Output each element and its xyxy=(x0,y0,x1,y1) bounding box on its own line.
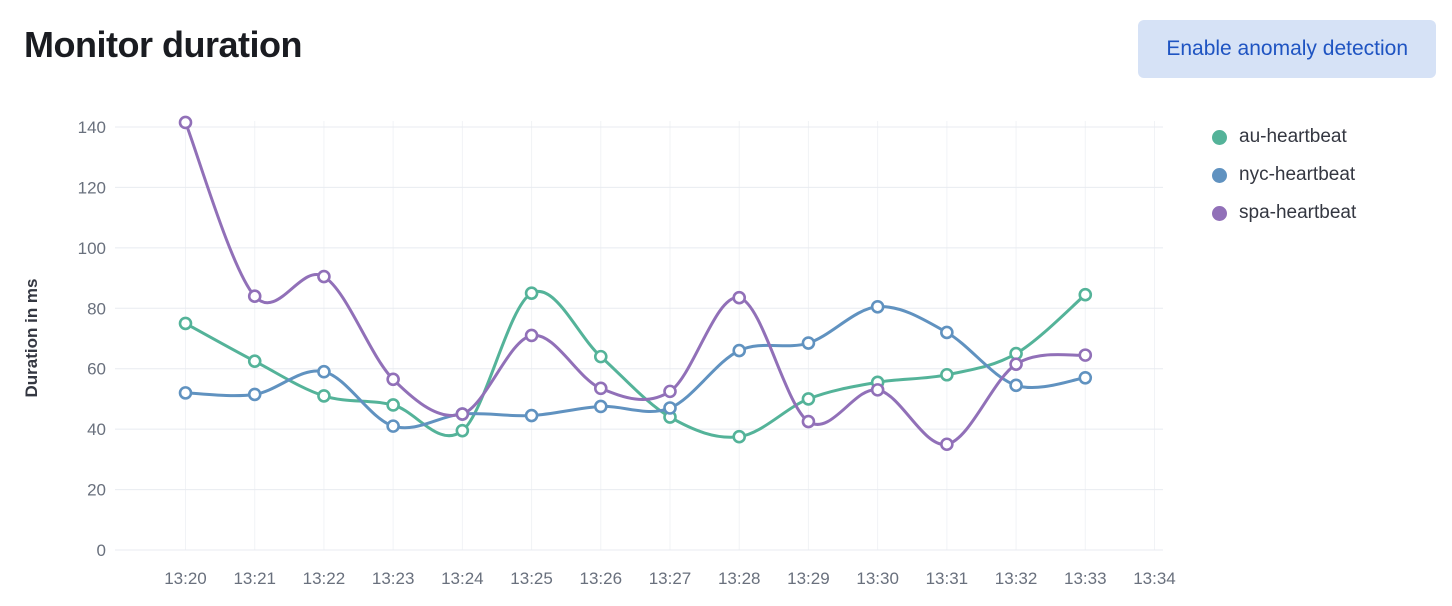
data-point-au-heartbeat xyxy=(801,392,816,406)
y-tick-label: 20 xyxy=(87,481,106,500)
x-tick-label: 13:20 xyxy=(164,569,207,588)
data-point-spa-heartbeat xyxy=(1009,357,1023,371)
data-point-spa-heartbeat xyxy=(386,372,400,387)
x-tick-label: 13:24 xyxy=(441,569,484,588)
legend-item-nyc-heartbeat[interactable]: nyc-heartbeat xyxy=(1212,164,1356,186)
legend-label: spa-heartbeat xyxy=(1239,202,1357,223)
data-point-au-heartbeat xyxy=(386,398,400,412)
x-tick-label: 13:31 xyxy=(926,569,969,588)
data-point-nyc-heartbeat xyxy=(386,419,400,433)
y-tick-label: 40 xyxy=(87,420,106,439)
x-tick-label: 13:27 xyxy=(649,569,692,588)
data-point-nyc-heartbeat xyxy=(1078,370,1093,385)
x-tick-label: 13:33 xyxy=(1064,569,1107,588)
data-point-nyc-heartbeat xyxy=(663,401,677,415)
data-point-spa-heartbeat xyxy=(524,328,539,343)
series-line-au-heartbeat xyxy=(184,289,1087,439)
data-point-spa-heartbeat xyxy=(870,383,885,397)
data-point-au-heartbeat xyxy=(1078,287,1093,302)
data-point-nyc-heartbeat xyxy=(317,364,331,379)
data-point-au-heartbeat xyxy=(940,367,954,382)
y-tick-label: 60 xyxy=(87,360,106,379)
data-point-au-heartbeat xyxy=(732,429,747,444)
y-tick-label: 120 xyxy=(78,178,106,197)
data-point-au-heartbeat xyxy=(593,349,608,364)
data-point-au-heartbeat xyxy=(178,316,193,331)
panel-header: Monitor duration Enable anomaly detectio… xyxy=(0,0,1452,90)
data-point-spa-heartbeat xyxy=(732,290,747,305)
y-tick-label: 140 xyxy=(78,118,106,137)
data-point-nyc-heartbeat xyxy=(524,408,539,423)
x-tick-label: 13:34 xyxy=(1133,569,1176,588)
data-point-spa-heartbeat xyxy=(940,437,954,452)
x-tick-label: 13:21 xyxy=(233,569,276,588)
data-point-spa-heartbeat xyxy=(663,384,677,399)
x-tick-label: 13:30 xyxy=(856,569,899,588)
legend-item-spa-heartbeat[interactable]: spa-heartbeat xyxy=(1212,202,1356,224)
data-point-spa-heartbeat xyxy=(317,269,331,284)
data-point-nyc-heartbeat xyxy=(801,336,816,350)
y-axis-title: Duration in ms xyxy=(22,278,41,398)
data-point-spa-heartbeat xyxy=(593,381,608,396)
legend-label: au-heartbeat xyxy=(1239,126,1347,147)
x-tick-label: 13:25 xyxy=(510,569,553,588)
data-point-au-heartbeat xyxy=(524,286,539,300)
x-tick-label: 13:32 xyxy=(995,569,1038,588)
chart-legend: au-heartbeat nyc-heartbeat spa-heartbeat xyxy=(1212,126,1356,224)
enable-anomaly-detection-button[interactable]: Enable anomaly detection xyxy=(1138,20,1436,78)
data-point-spa-heartbeat xyxy=(247,289,262,304)
legend-item-au-heartbeat[interactable]: au-heartbeat xyxy=(1212,126,1356,148)
data-point-nyc-heartbeat xyxy=(178,386,193,400)
x-tick-label: 13:22 xyxy=(303,569,346,588)
y-tick-label: 100 xyxy=(78,239,106,258)
data-point-nyc-heartbeat xyxy=(870,299,885,314)
legend-dot-icon xyxy=(1212,167,1227,183)
y-tick-label: 80 xyxy=(87,299,106,318)
data-point-nyc-heartbeat xyxy=(732,343,747,358)
data-point-nyc-heartbeat xyxy=(593,399,608,414)
x-tick-label: 13:26 xyxy=(580,569,623,588)
data-point-au-heartbeat xyxy=(247,354,262,368)
data-point-au-heartbeat xyxy=(455,423,470,438)
x-tick-label: 13:23 xyxy=(372,569,415,588)
legend-dot-icon xyxy=(1212,129,1227,145)
y-tick-label: 0 xyxy=(97,541,106,560)
legend-label: nyc-heartbeat xyxy=(1239,164,1356,185)
data-point-spa-heartbeat xyxy=(1078,348,1093,362)
data-point-spa-heartbeat xyxy=(455,407,470,421)
legend-dot-icon xyxy=(1212,205,1227,221)
data-point-nyc-heartbeat xyxy=(247,387,262,402)
data-point-nyc-heartbeat xyxy=(940,325,954,340)
page-title: Monitor duration xyxy=(24,24,302,65)
data-point-spa-heartbeat xyxy=(178,115,193,130)
data-point-nyc-heartbeat xyxy=(1009,378,1023,393)
x-tick-label: 13:28 xyxy=(718,569,761,588)
x-tick-label: 13:29 xyxy=(787,569,830,588)
data-point-spa-heartbeat xyxy=(801,414,816,429)
data-point-au-heartbeat xyxy=(317,389,331,403)
